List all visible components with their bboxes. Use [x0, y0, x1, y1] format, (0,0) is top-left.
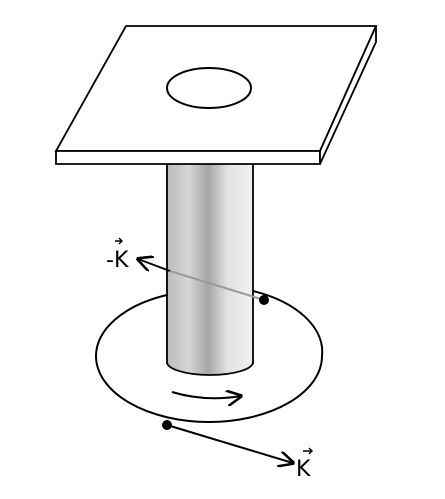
current-loop-back-left — [95, 294, 168, 357]
point-back — [259, 295, 269, 305]
minus-k-label: -K — [106, 248, 129, 273]
plate-hole — [166, 67, 252, 109]
circulation-arrow — [171, 392, 241, 398]
k-label: K — [296, 457, 311, 482]
minus-k-vector-mark — [115, 237, 123, 245]
k-vector-mark — [303, 447, 313, 455]
cylinder-bottom — [166, 361, 254, 376]
current-loop-front — [95, 355, 323, 423]
plate-front-face — [55, 150, 321, 165]
minus-k-vector — [138, 259, 171, 272]
k-vector — [166, 424, 293, 463]
current-loop-back-right — [252, 290, 324, 357]
point-front — [162, 420, 172, 430]
minus-k-vector-back — [169, 270, 265, 301]
plate-side-face — [319, 25, 377, 165]
cylinder-body — [166, 162, 254, 364]
